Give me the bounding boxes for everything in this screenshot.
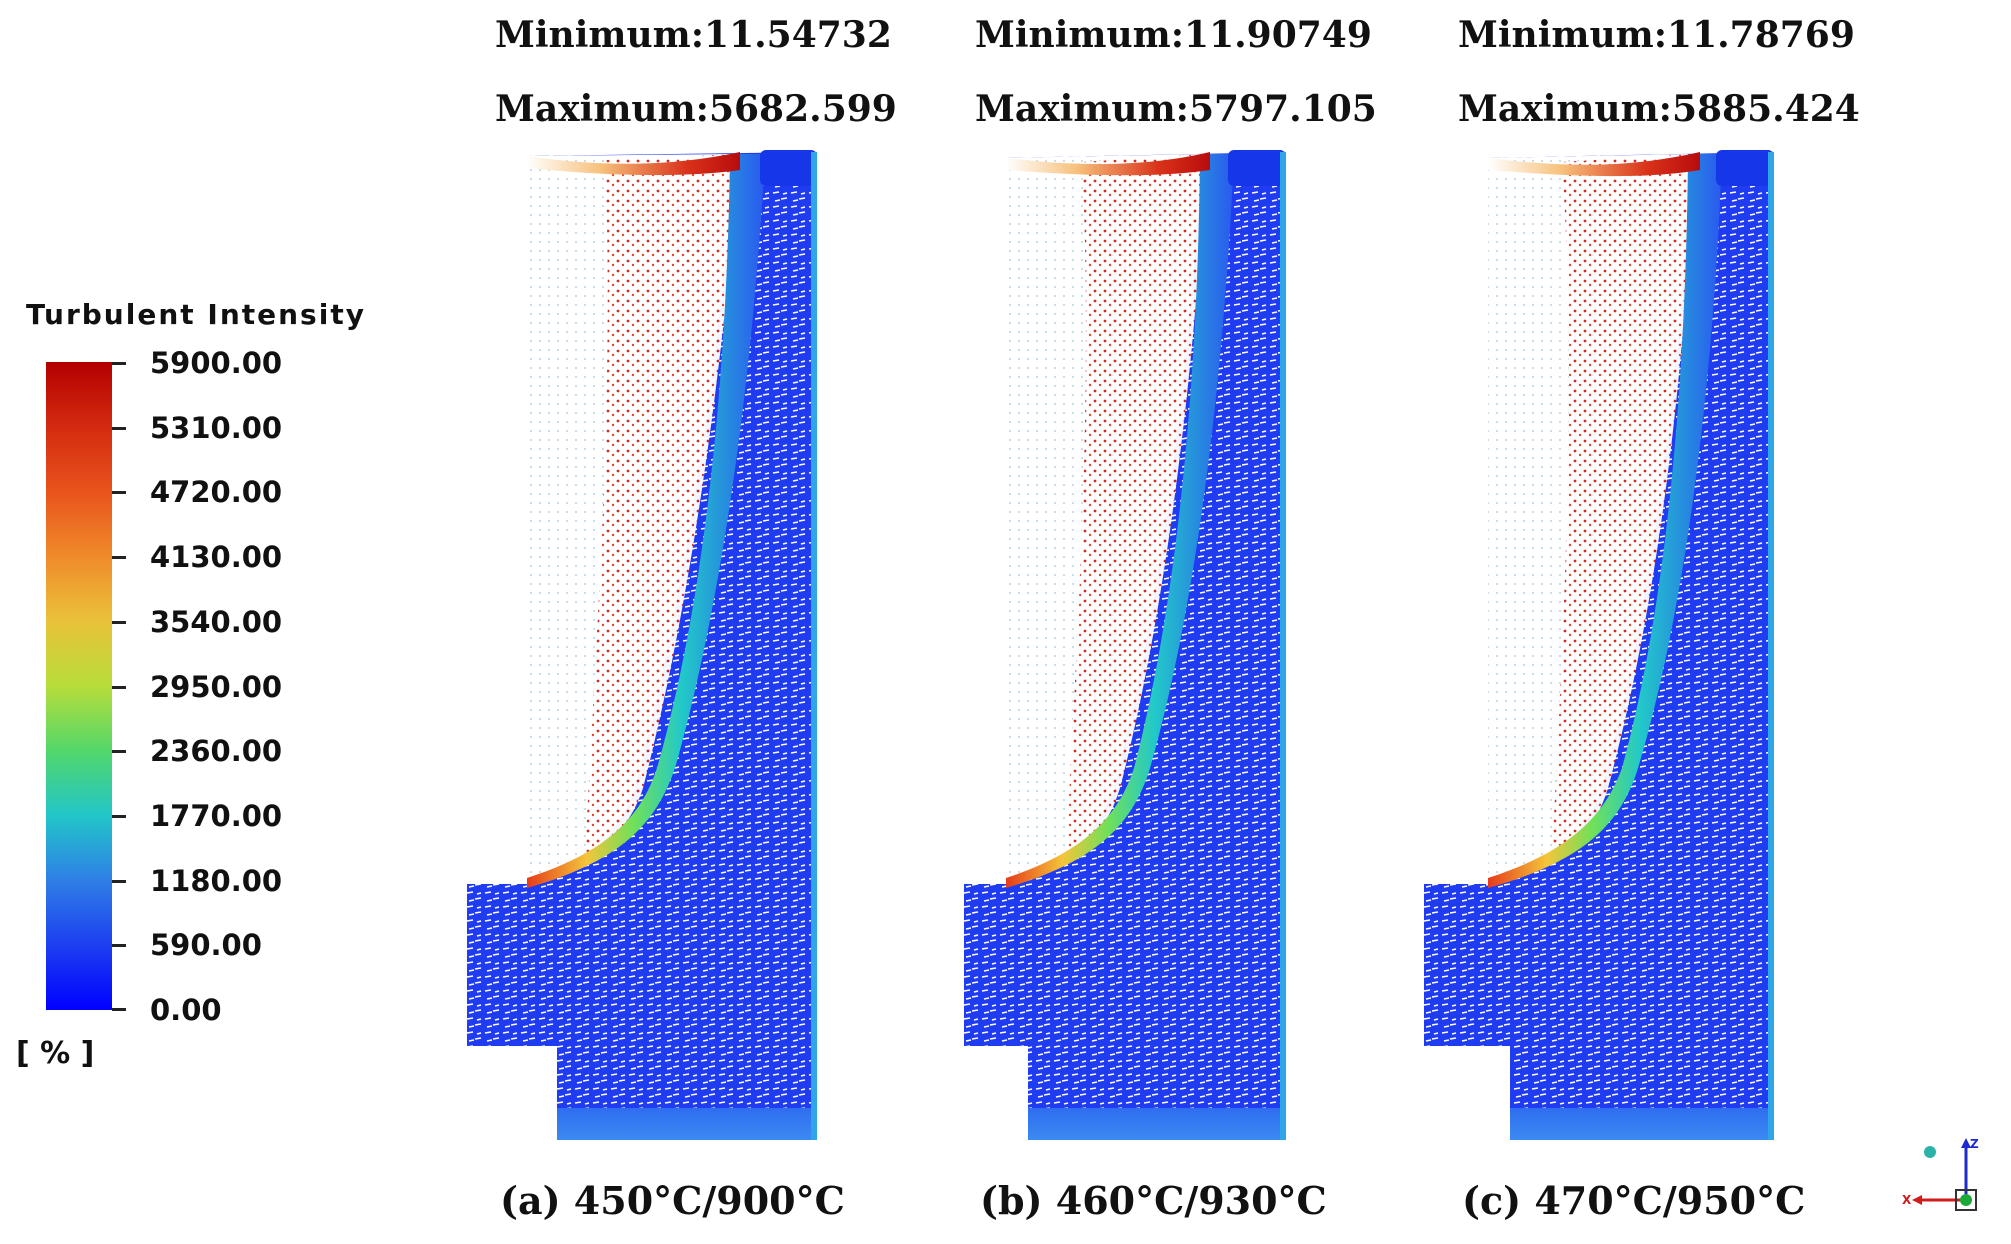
legend-tick-label: 5310.00	[150, 411, 283, 445]
axis-x-label: X	[1902, 1193, 1912, 1207]
panel-c-contour	[1424, 150, 1774, 1140]
panel-b-contour	[964, 150, 1286, 1140]
legend-unit: [ % ]	[16, 1036, 95, 1071]
legend-title: Turbulent Intensity	[26, 298, 366, 331]
panel-b-maximum: Maximum:5797.105	[975, 88, 1377, 130]
legend-colorbar	[46, 362, 112, 1010]
legend-tick-label: 5900.00	[150, 346, 283, 380]
legend-tick-label: 2360.00	[150, 734, 283, 768]
legend-tick	[112, 621, 126, 624]
panel-c-minimum: Minimum:11.78769	[1458, 14, 1855, 56]
legend-tick	[112, 556, 126, 559]
legend-tick-label: 4130.00	[150, 540, 283, 574]
panel-a-contour	[467, 150, 817, 1140]
panel-b-caption: (b) 460°C/930°C	[980, 1178, 1327, 1223]
panel-a-maximum: Maximum:5682.599	[495, 88, 897, 130]
legend-tick-label: 1770.00	[150, 799, 283, 833]
legend-tick	[112, 944, 126, 947]
legend-tick	[112, 491, 126, 494]
axis-z-label: Z	[1970, 1137, 1979, 1151]
panel-a-minimum: Minimum:11.54732	[495, 14, 892, 56]
legend-tick	[112, 362, 126, 365]
legend-tick	[112, 427, 126, 430]
panel-c-maximum: Maximum:5885.424	[1458, 88, 1860, 130]
legend-tick	[112, 880, 126, 883]
legend-tick-label: 2950.00	[150, 670, 283, 704]
axis-triad-icon: Z X	[1902, 1137, 1979, 1211]
panel-c-caption: (c) 470°C/950°C	[1462, 1178, 1806, 1223]
legend-tick-label: 590.00	[150, 928, 262, 962]
panel-b-minimum: Minimum:11.90749	[975, 14, 1372, 56]
legend-tick-label: 1180.00	[150, 864, 283, 898]
legend-tick-label: 4720.00	[150, 475, 283, 509]
panel-a-caption: (a) 450°C/900°C	[500, 1178, 845, 1223]
legend-tick-label: 3540.00	[150, 605, 283, 639]
legend-tick	[112, 815, 126, 818]
legend-tick-label: 0.00	[150, 993, 222, 1027]
legend-tick	[112, 686, 126, 689]
legend-tick	[112, 750, 126, 753]
legend-tick	[112, 1008, 126, 1011]
